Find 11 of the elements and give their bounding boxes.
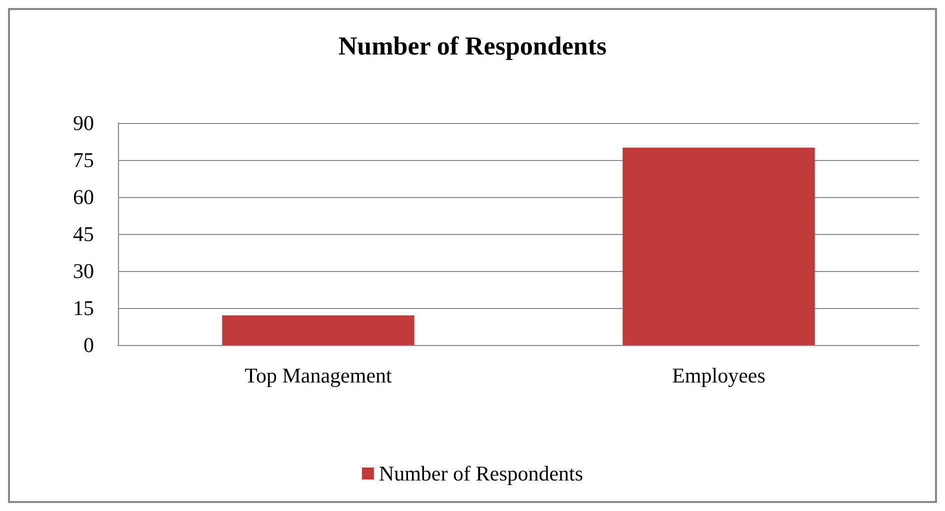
x-tick-label: Top Management [244,364,392,388]
legend-label: Number of Respondents [378,462,584,486]
y-tick-label: 90 [73,111,94,135]
y-tick-label: 60 [73,185,94,209]
y-tick-label: 75 [73,148,94,172]
y-tick-label: 0 [84,333,94,357]
y-tick-label: 15 [73,296,94,320]
x-tick-label: Employees [672,364,766,388]
chart-title: Number of Respondents [338,32,607,60]
y-tick-label: 30 [73,259,94,283]
y-tick-label: 45 [73,222,94,246]
